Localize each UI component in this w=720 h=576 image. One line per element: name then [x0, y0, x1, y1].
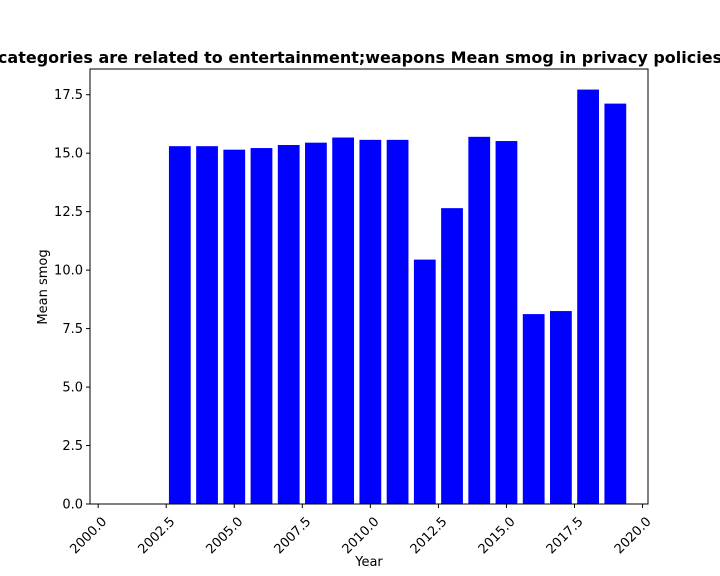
bar-2012 [413, 259, 436, 504]
chart-title: categories are related to entertainment;… [0, 48, 720, 67]
x-tick-label: 2020.0 [612, 514, 655, 557]
bar-2018 [577, 89, 600, 505]
bars-group [168, 89, 627, 505]
bar-2004 [196, 146, 218, 504]
bar-2010 [359, 139, 382, 504]
y-axis-label: Mean smog [36, 249, 51, 324]
bar-2015 [495, 141, 518, 504]
plot-frame [89, 68, 649, 505]
bar-2008 [305, 142, 327, 504]
x-tick-label: 2007.5 [272, 514, 315, 557]
x-axis-label: Year [354, 555, 383, 570]
y-tick-label: 10.0 [54, 264, 83, 279]
y-tick-label: 0.0 [62, 498, 83, 513]
x-tick-label: 2010.0 [340, 514, 383, 557]
y-tick-label: 7.5 [62, 322, 83, 337]
x-tick-label: 2002.5 [135, 514, 178, 557]
x-axis-ticks: 2000.0 2002.5 2005.0 2007.5 2010.0 2012.5 2015… [67, 504, 655, 557]
bar-2003 [168, 146, 191, 504]
y-tick-label: 17.5 [54, 88, 83, 103]
bar-2005 [223, 149, 246, 504]
x-tick-label: 2012.5 [408, 514, 451, 557]
y-tick-label: 5.0 [62, 381, 83, 396]
y-tick-label: 15.0 [54, 147, 83, 162]
bar-2019 [604, 103, 627, 504]
x-tick-label: 2000.0 [67, 514, 110, 557]
y-axis-ticks: 0.0 2.5 5.0 7.5 10.0 12.5 15.0 17.5 [54, 88, 90, 513]
x-tick-label: 2015.0 [476, 514, 519, 557]
x-tick-label: 2017.5 [544, 514, 587, 557]
bar-2009 [332, 137, 355, 504]
y-tick-label: 12.5 [54, 205, 83, 220]
bar-2016 [522, 314, 545, 504]
bar-2014 [468, 136, 491, 505]
bar-2017 [550, 311, 572, 504]
bar-2006 [250, 148, 273, 504]
bar-2013 [441, 208, 463, 504]
x-tick-label: 2005.0 [204, 514, 247, 557]
bar-2007 [277, 145, 300, 505]
y-tick-label: 2.5 [62, 439, 83, 454]
bar-2011 [386, 139, 409, 504]
